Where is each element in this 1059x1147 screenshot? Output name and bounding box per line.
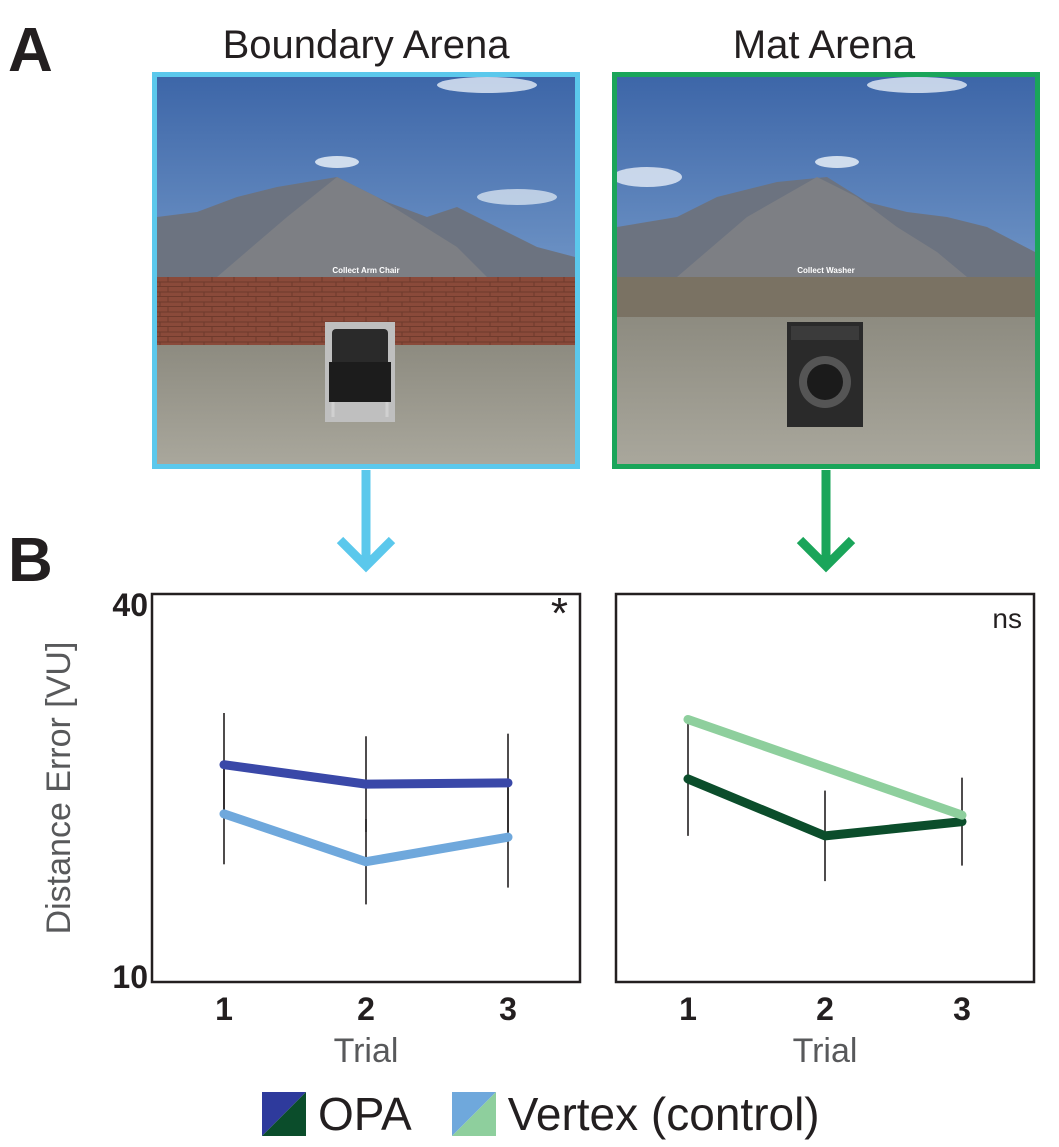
boundary-xtick-label-2: 2 <box>357 991 375 1027</box>
mat-xaxis-label: Trial <box>793 1032 858 1070</box>
legend-item-opa: OPA <box>262 1091 412 1137</box>
legend-label-opa: OPA <box>318 1088 412 1140</box>
boundary-series-line-0 <box>219 760 513 789</box>
boundary-ytick-label-10: 10 <box>112 959 148 995</box>
legend-swatch-vertex <box>451 1092 496 1136</box>
boundary-ytick-label-40: 40 <box>112 587 148 623</box>
mat-arena-caption: Collect Washer <box>797 266 855 275</box>
panel-label-a: A <box>8 16 53 85</box>
boundary-yaxis-label: Distance Error [VU] <box>40 642 78 935</box>
boundary-xtick-label-1: 1 <box>215 991 233 1027</box>
mat-arena-render: Collect Washer <box>617 77 1035 464</box>
boundary-arena-title: Boundary Arena <box>222 23 510 67</box>
legend-label-vertex: Vertex (control) <box>507 1088 820 1140</box>
boundary-xtick-label-3: 3 <box>499 991 517 1027</box>
boundary-series-line-1 <box>219 809 513 867</box>
mat-xtick-label-2: 2 <box>816 991 834 1027</box>
boundary-arena-caption: Collect Arm Chair <box>332 266 399 275</box>
boundary-arena-scene: Collect Arm Chair <box>152 72 580 469</box>
mat-xtick-label-3: 3 <box>953 991 971 1027</box>
mat-plot-frame <box>614 592 1036 984</box>
mat-series-line-0 <box>683 774 967 841</box>
panel-label-b: B <box>8 526 53 595</box>
mat-xtick-label-1: 1 <box>679 991 697 1027</box>
mat-arena-scene: Collect Washer <box>612 72 1040 469</box>
legend-swatch-opa <box>262 1092 306 1136</box>
mat-series-line-1 <box>683 714 967 820</box>
boundary-significance-annotation: * <box>551 589 568 638</box>
mat-significance-annotation: ns <box>992 603 1022 634</box>
boundary-plot-frame <box>150 592 582 984</box>
legend: OPA Vertex (control) <box>262 1088 860 1140</box>
boundary-xaxis-label: Trial <box>334 1032 399 1070</box>
boundary-arena-render: Collect Arm Chair <box>157 77 575 464</box>
legend-item-vertex: Vertex (control) <box>451 1088 820 1140</box>
mat-arena-title: Mat Arena <box>732 23 916 67</box>
